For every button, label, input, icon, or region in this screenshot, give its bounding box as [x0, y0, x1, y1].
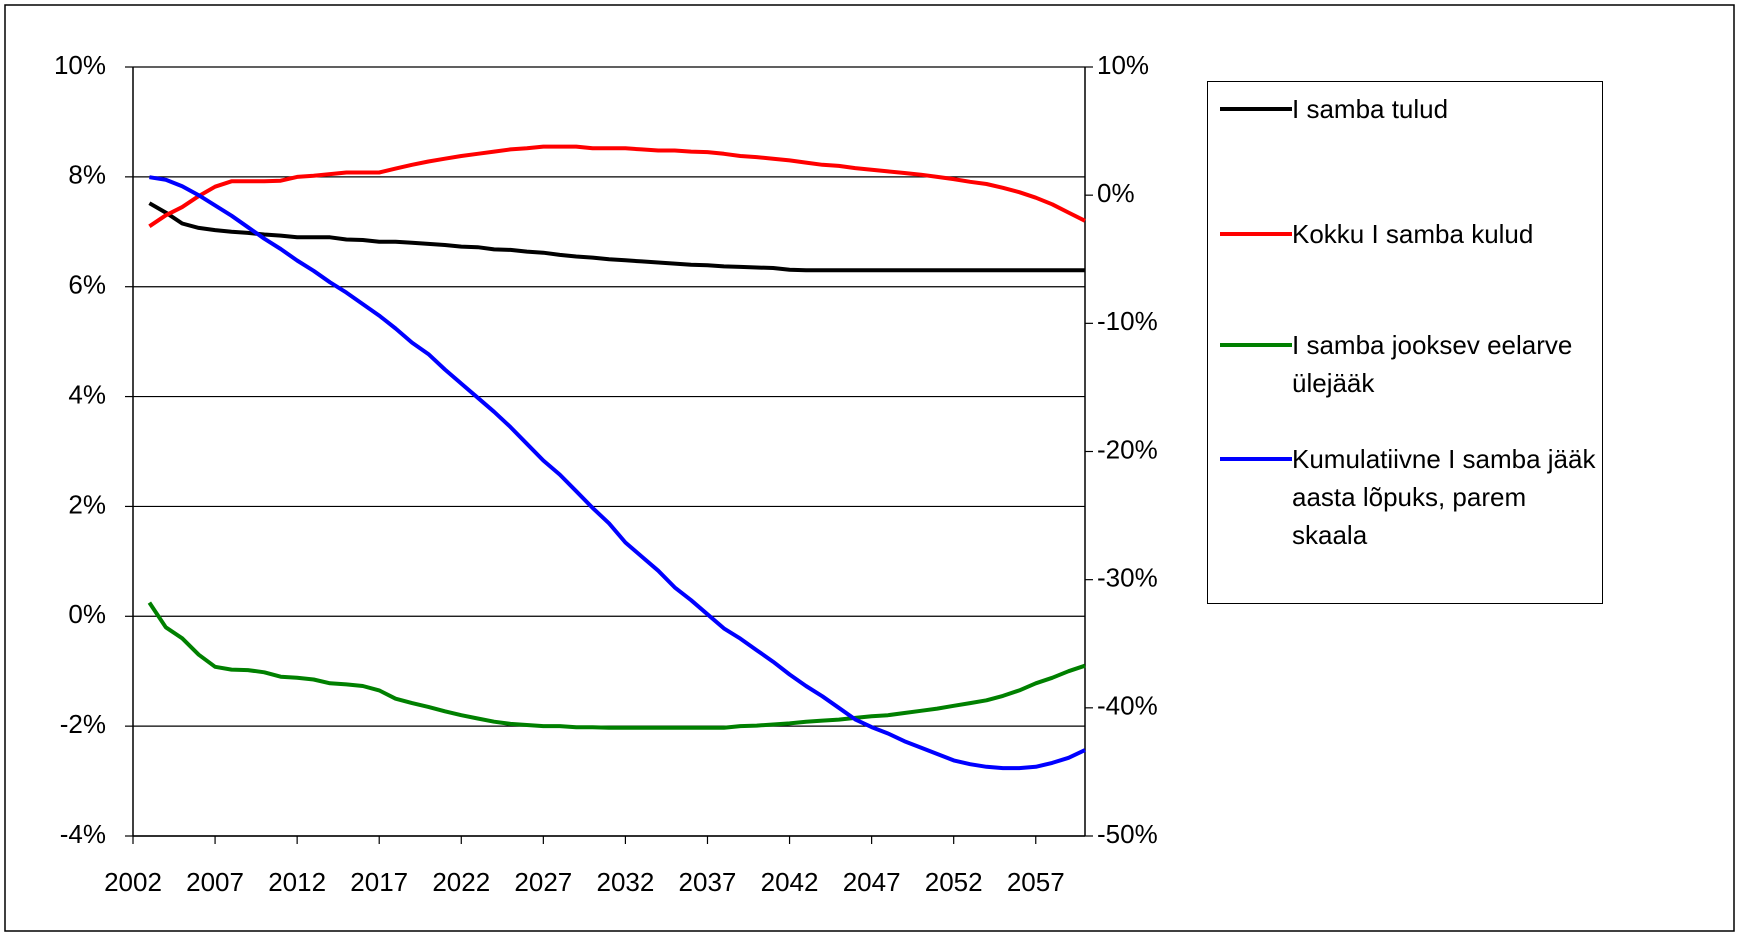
legend-swatch [1220, 457, 1292, 461]
legend-swatch [1220, 232, 1292, 236]
y-tick-label: 4% [68, 379, 106, 409]
y-tick-label: 10% [54, 50, 106, 80]
legend-entry: Kumulatiivne I samba jääk aasta lõpuks, … [1220, 443, 1602, 554]
legend: I samba tulud Kokku I samba kulud I samba … [1207, 81, 1603, 604]
series-line [147, 601, 1086, 730]
x-tick-label: 2042 [761, 867, 819, 897]
legend-label: Kokku I samba kulud [1292, 219, 1534, 249]
x-tick-label: 2017 [350, 867, 408, 897]
x-tick-label: 2002 [104, 867, 162, 897]
legend-entry: I samba jooksev eelarve ülejääk [1220, 329, 1602, 402]
y-tick-label: -2% [60, 709, 106, 739]
legend-label: Kumulatiivne I samba jääk aasta lõpuks, … [1292, 444, 1596, 550]
y-tick-label: 2% [68, 489, 106, 519]
y-tick-label: 0% [68, 599, 106, 629]
y2-tick-label: -40% [1097, 691, 1158, 721]
x-tick-label: 2022 [432, 867, 490, 897]
y-tick-label: 6% [68, 270, 106, 300]
legend-swatch [1220, 343, 1292, 347]
x-tick-label: 2057 [1007, 867, 1065, 897]
y2-tick-label: -10% [1097, 306, 1158, 336]
legend-label: I samba jooksev eelarve ülejääk [1292, 330, 1573, 398]
y2-tick-label: -30% [1097, 563, 1158, 593]
legend-label: I samba tulud [1292, 94, 1449, 124]
legend-entry: Kokku I samba kulud [1220, 218, 1602, 253]
series-line [148, 201, 1085, 273]
y-tick-label: -4% [60, 819, 106, 849]
legend-swatch [1220, 107, 1292, 111]
x-tick-label: 2007 [186, 867, 244, 897]
y2-tick-label: -20% [1097, 434, 1158, 464]
x-tick-label: 2047 [843, 867, 901, 897]
x-tick-label: 2052 [925, 867, 983, 897]
x-tick-label: 2037 [679, 867, 737, 897]
legend-entry: I samba tulud [1220, 93, 1602, 128]
series-line [148, 144, 1086, 228]
y2-tick-label: 0% [1097, 178, 1135, 208]
x-tick-label: 2027 [514, 867, 572, 897]
x-tick-label: 2032 [596, 867, 654, 897]
y2-tick-label: 10% [1097, 50, 1149, 80]
y2-tick-label: -50% [1097, 819, 1158, 849]
y-tick-label: 8% [68, 160, 106, 190]
series-line [149, 175, 1086, 771]
x-tick-label: 2012 [268, 867, 326, 897]
